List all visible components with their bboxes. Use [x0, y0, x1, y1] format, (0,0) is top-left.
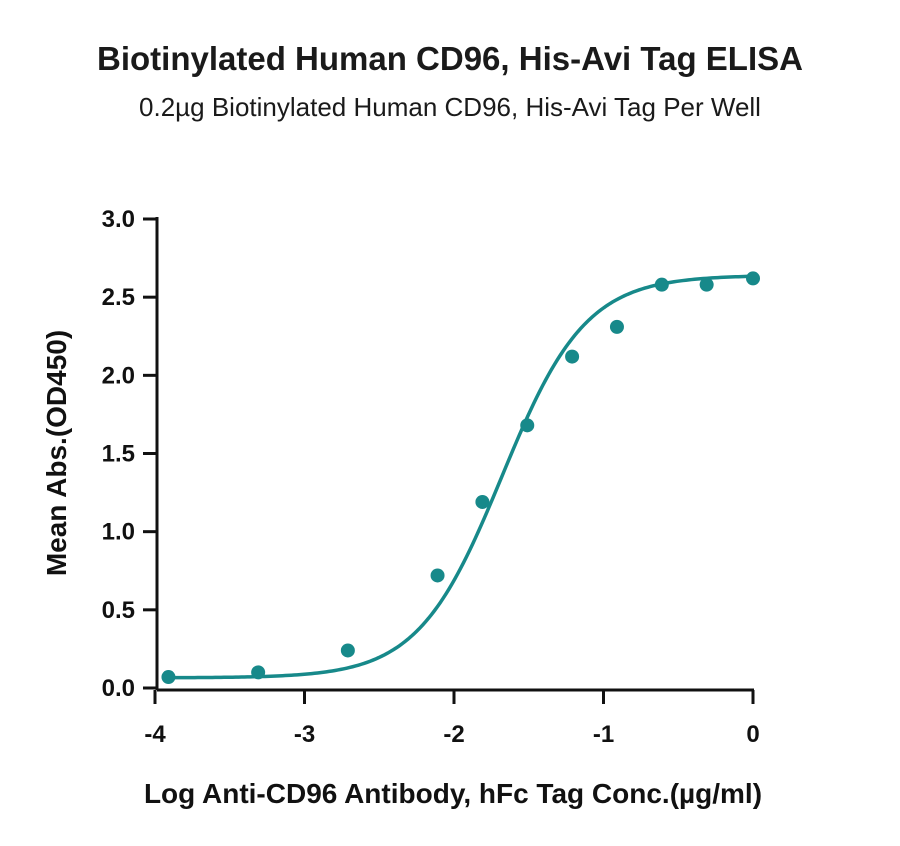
- data-point: [520, 418, 535, 433]
- data-point: [161, 670, 176, 685]
- data-point: [746, 271, 760, 286]
- data-point: [609, 319, 624, 334]
- x-tick-label: -1: [593, 721, 614, 748]
- ticks: 0.0 0.5 1.0 1.5 2.0 2.5 3.0 -4 -3 -2 -1 0: [102, 206, 760, 748]
- x-tick-label: 0: [746, 721, 759, 748]
- chart-subtitle: 0.2µg Biotinylated Human CD96, His-Avi T…: [139, 92, 761, 122]
- data-point: [251, 665, 266, 680]
- data-points: [161, 271, 760, 685]
- y-tick-label: 1.0: [102, 519, 135, 546]
- y-tick-label: 1.5: [102, 441, 135, 468]
- x-tick-label: -2: [443, 721, 464, 748]
- data-point: [430, 568, 445, 583]
- y-tick-label: 2.5: [102, 284, 135, 311]
- y-axis-title: Mean Abs.(OD450): [41, 330, 72, 576]
- fit-curve: [168, 274, 754, 680]
- y-tick-label: 0.5: [102, 597, 135, 624]
- data-point: [475, 494, 490, 509]
- data-point: [565, 349, 580, 364]
- x-tick-label: -4: [144, 721, 166, 748]
- y-tick-label: 2.0: [102, 362, 135, 389]
- chart-title: Biotinylated Human CD96, His-Avi Tag ELI…: [97, 40, 803, 77]
- data-point: [340, 643, 355, 658]
- x-axis-title: Log Anti-CD96 Antibody, hFc Tag Conc.(µg…: [144, 778, 762, 809]
- y-tick-label: 3.0: [102, 206, 135, 233]
- data-point: [654, 277, 669, 292]
- x-tick-label: -3: [294, 721, 315, 748]
- data-point: [699, 277, 714, 292]
- y-tick-label: 0.0: [102, 675, 135, 702]
